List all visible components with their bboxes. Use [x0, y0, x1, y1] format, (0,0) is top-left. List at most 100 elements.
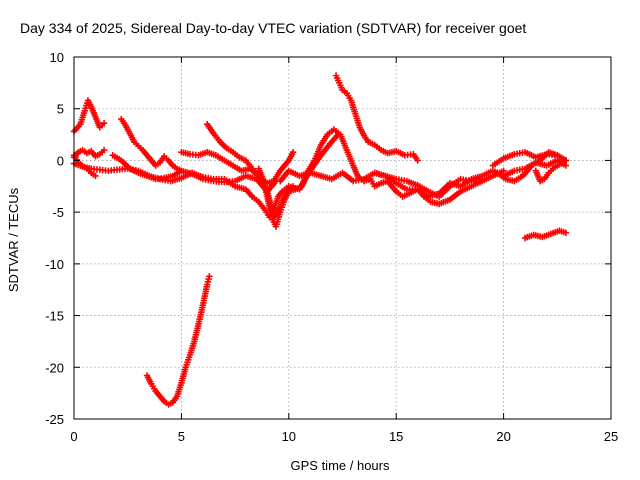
series-arc-n [532, 157, 570, 185]
marker [500, 174, 507, 181]
marker [93, 166, 101, 173]
marker [77, 162, 84, 170]
marker [85, 164, 93, 172]
marker [519, 166, 526, 173]
marker [199, 304, 206, 311]
grid-layer [74, 57, 611, 419]
marker [190, 340, 197, 347]
marker [143, 171, 151, 179]
marker [275, 169, 283, 177]
marker [86, 101, 94, 108]
marker [346, 94, 353, 102]
marker [403, 191, 411, 198]
marker [391, 186, 398, 193]
marker [556, 161, 563, 168]
marker [544, 171, 551, 179]
marker [358, 176, 366, 183]
marker [147, 378, 154, 385]
marker [227, 161, 235, 168]
marker [316, 153, 323, 161]
marker [444, 184, 452, 192]
marker [539, 176, 546, 184]
marker [75, 122, 83, 130]
marker [310, 159, 317, 166]
marker [219, 155, 226, 163]
marker [508, 168, 516, 176]
marker [284, 158, 291, 166]
marker [407, 151, 414, 158]
marker [137, 144, 144, 152]
marker [327, 140, 334, 147]
marker [177, 381, 184, 389]
y-tick-label: -15 [45, 309, 64, 324]
marker [359, 130, 367, 137]
marker [370, 180, 377, 188]
marker [517, 174, 524, 181]
marker [205, 275, 212, 283]
x-tick-label: 20 [496, 429, 510, 444]
marker [142, 150, 149, 157]
marker [210, 151, 217, 158]
marker [132, 167, 139, 174]
marker [487, 173, 494, 181]
marker [209, 128, 216, 135]
series-arc-f [118, 115, 185, 174]
marker [185, 354, 193, 361]
marker [207, 175, 215, 182]
y-tick-label: -10 [45, 257, 64, 272]
marker [218, 175, 225, 183]
marker [369, 140, 376, 148]
marker [221, 143, 229, 150]
y-tick-label: 5 [57, 102, 64, 117]
marker [536, 175, 543, 183]
marker [390, 175, 398, 182]
marker [102, 167, 109, 174]
marker [240, 156, 247, 163]
marker [110, 166, 118, 174]
marker [176, 175, 183, 182]
marker [197, 172, 204, 180]
marker [98, 148, 106, 156]
marker [280, 199, 287, 206]
y-tick-label: -25 [45, 412, 64, 427]
marker [526, 164, 534, 171]
marker [338, 84, 345, 91]
marker [375, 181, 383, 188]
y-tick-label: -5 [52, 205, 64, 220]
series-arc-o [521, 227, 570, 242]
marker [167, 400, 174, 407]
marker [229, 181, 237, 189]
marker [342, 144, 350, 152]
marker [90, 171, 97, 178]
marker [425, 196, 432, 204]
marker [159, 396, 166, 403]
marker [444, 197, 451, 204]
marker [194, 322, 202, 330]
marker [133, 140, 140, 148]
series-arc-a [70, 97, 108, 135]
marker [154, 175, 161, 182]
marker [150, 385, 158, 392]
marker [288, 151, 296, 158]
marker [351, 108, 358, 115]
marker [289, 186, 297, 194]
marker [251, 175, 258, 182]
marker [263, 191, 270, 198]
marker [551, 163, 559, 171]
marker [551, 151, 559, 158]
marker [498, 156, 505, 164]
plot-frame [73, 56, 612, 420]
marker [401, 184, 408, 192]
marker [80, 109, 88, 117]
marker [375, 145, 383, 152]
marker [276, 211, 283, 218]
marker [466, 184, 473, 191]
marker [155, 391, 162, 398]
marker [274, 195, 281, 203]
marker [365, 176, 372, 183]
marker [172, 395, 179, 402]
marker [91, 111, 98, 119]
marker [154, 160, 161, 168]
marker [560, 158, 567, 166]
marker [203, 283, 210, 291]
